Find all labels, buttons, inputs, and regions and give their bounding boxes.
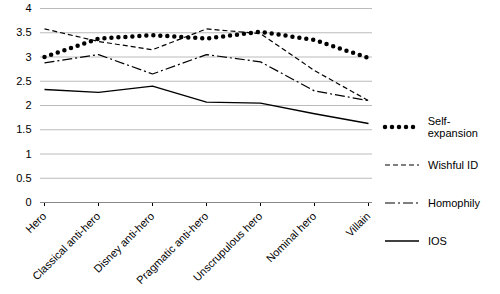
svg-text:Disney anti-hero: Disney anti-hero (91, 209, 157, 275)
svg-text:1.5: 1.5 (16, 123, 31, 135)
svg-text:Nominal hero: Nominal hero (264, 210, 319, 265)
svg-text:2.5: 2.5 (16, 75, 31, 87)
svg-text:2: 2 (25, 99, 31, 111)
svg-text:Villain: Villain (343, 210, 372, 239)
svg-text:4: 4 (25, 2, 31, 14)
svg-text:3: 3 (25, 51, 31, 63)
html-text:IOS: IOS (428, 235, 447, 247)
svg-text:Classical anti-hero: Classical anti-hero (30, 210, 102, 282)
html-text:Wishful ID: Wishful ID (428, 159, 479, 171)
svg-text:1: 1 (25, 148, 31, 160)
svg-text:Unscrupulous hero: Unscrupulous hero (191, 210, 265, 284)
svg-text:0.5: 0.5 (16, 172, 31, 184)
html-text:Homophily: Homophily (428, 197, 480, 209)
html-text:Self-expansion: Self-expansion (427, 115, 478, 139)
svg-text:Pragmatic anti-hero: Pragmatic anti-hero (134, 209, 211, 287)
svg-text:3.5: 3.5 (16, 26, 31, 38)
svg-text:Hero: Hero (23, 210, 48, 235)
svg-text:0: 0 (25, 196, 31, 208)
